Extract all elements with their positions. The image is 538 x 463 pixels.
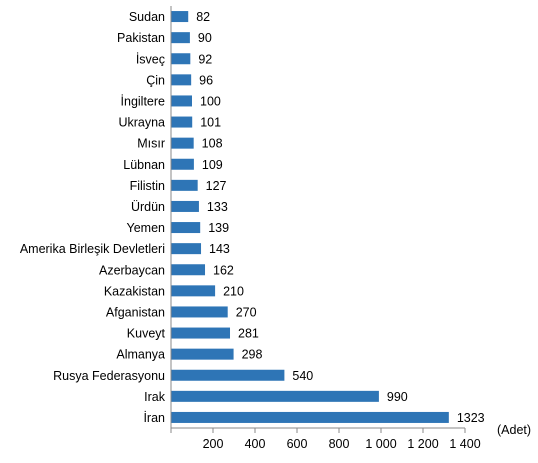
category-label: İsveç [136,52,165,66]
bar [171,264,206,276]
value-label: 109 [202,158,223,172]
category-label: Sudan [129,10,165,24]
category-label: Irak [144,390,166,404]
bar [171,200,199,212]
value-label: 82 [196,10,210,24]
category-label: Çin [146,73,165,87]
value-label: 133 [207,200,228,214]
category-label: Azerbaycan [99,263,165,277]
bar [171,327,231,339]
value-label: 108 [202,137,223,151]
bar [171,222,201,234]
x-tick-label: 200 [203,437,224,451]
category-label: Filistin [130,179,165,193]
value-label: 210 [223,284,244,298]
value-label: 96 [199,73,213,87]
value-label: 92 [198,52,212,66]
value-label: 139 [208,221,229,235]
value-label: 270 [236,305,257,319]
bar [171,285,216,297]
value-label: 127 [206,179,227,193]
x-axis: Sudan Pakistan İsveç Çin İngiltere Ukrayna Mıs… [20,6,481,451]
bar [171,411,449,423]
x-tick-label: 600 [287,437,308,451]
x-tick-label: 400 [245,437,266,451]
x-tick-label: 800 [329,437,350,451]
bar [171,11,189,23]
value-label: 281 [238,327,259,341]
bar [171,369,285,381]
category-label: İngiltere [121,94,166,108]
category-label: Pakistan [117,31,165,45]
bar [171,348,234,360]
value-label: 162 [213,263,234,277]
category-label: Mısır [137,137,165,151]
category-label: Ürdün [131,200,165,214]
value-label: 298 [242,348,263,362]
category-label: Almanya [116,348,165,362]
category-label: Ukrayna [118,116,165,130]
bar [171,390,379,402]
category-label: Kuveyt [127,327,166,341]
value-label: 100 [200,94,221,108]
axis-unit-label: (Adet) [497,423,531,437]
bar [171,179,198,191]
category-label: İran [143,411,165,425]
bar [171,306,228,318]
category-label: Lübnan [123,158,165,172]
category-label: Rusya Federasyonu [53,369,165,383]
value-label: 1323 [457,411,485,425]
x-tick-label: 1 200 [407,437,438,451]
bars-group: 82 90 92 96 100 101 108 109 127 133 139 143 162 210 27… [171,10,485,425]
category-label: Yemen [127,221,166,235]
category-label: Amerika Birleşik Devletleri [20,242,165,256]
category-label: Afganistan [106,305,165,319]
value-label: 90 [198,31,212,45]
value-label: 540 [292,369,313,383]
bar [171,53,191,65]
bar [171,158,194,170]
value-label: 990 [387,390,408,404]
bar [171,243,202,255]
category-label: Kazakistan [104,284,165,298]
bar [171,74,192,86]
bar [171,32,190,44]
value-label: 101 [200,116,221,130]
bar [171,116,193,128]
x-tick-label: 1 400 [449,437,480,451]
value-label: 143 [209,242,230,256]
bar [171,95,192,107]
x-tick-label: 1 000 [365,437,396,451]
bar [171,137,194,149]
